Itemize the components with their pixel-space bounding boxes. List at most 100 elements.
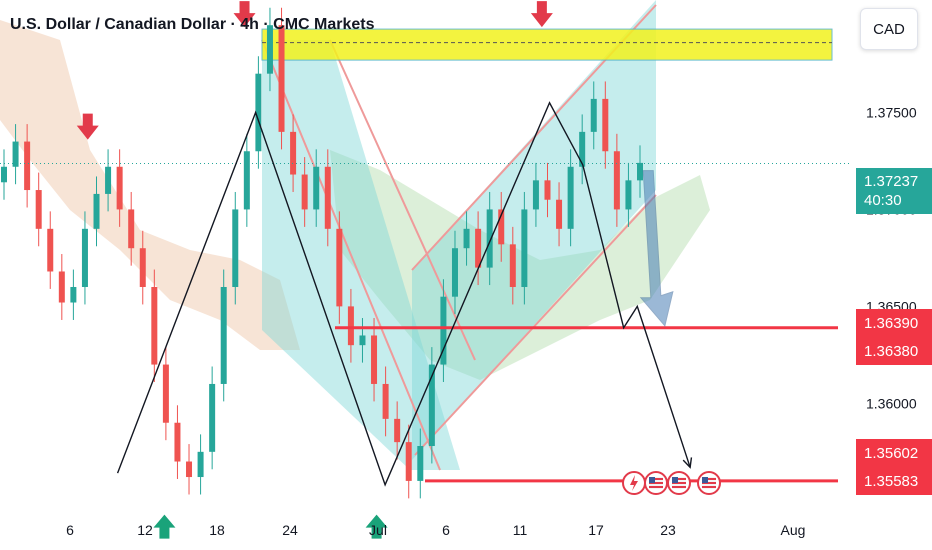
x-tick-label: 11 <box>513 522 528 538</box>
candle-body <box>590 98 597 132</box>
candle-body <box>24 141 31 191</box>
x-tick-label: 6 <box>442 522 450 538</box>
candle-body <box>232 209 239 287</box>
candle-body <box>139 248 146 287</box>
x-axis-labels: 6 12 18 24 Jul 6 11 17 23 Aug <box>66 522 805 538</box>
candle-body <box>105 166 112 194</box>
x-tick-label: 24 <box>282 522 298 538</box>
flag-stripe <box>672 486 686 488</box>
us-flag-event-icon <box>697 471 721 495</box>
candle-body <box>417 446 424 481</box>
up-arrow-marker <box>153 514 176 539</box>
x-tick-label: Jul <box>369 522 387 538</box>
candle-body <box>613 151 620 210</box>
candle-body <box>81 228 88 287</box>
candle-body <box>301 174 308 210</box>
down-arrow-marker <box>530 1 553 28</box>
candle-body <box>197 451 204 478</box>
lightning-event-icon <box>622 471 646 495</box>
channel-line <box>261 39 441 471</box>
flag-canton <box>672 477 678 483</box>
candle-body <box>151 286 158 365</box>
lightning-icon <box>630 475 638 491</box>
channel-line <box>329 39 476 361</box>
candle-body <box>336 228 343 307</box>
cloud-red <box>0 20 300 350</box>
bar-countdown: 40:30 <box>864 192 902 209</box>
last-price-value: 1.37237 <box>864 173 919 190</box>
resistance-zone-layer <box>261 28 833 61</box>
candle-body <box>498 209 505 245</box>
candle-body <box>451 248 458 297</box>
economic-calendar-icons[interactable] <box>622 471 721 495</box>
y-tick-label: 1.36000 <box>866 395 917 411</box>
last-price-tag: 1.37237 40:30 <box>856 168 932 214</box>
candle-body <box>347 306 354 346</box>
currency-button[interactable]: CAD <box>860 8 918 50</box>
zigzag-arrowhead <box>682 457 693 469</box>
candle-body <box>162 364 169 423</box>
price-label-1: 1.36390 <box>856 309 932 337</box>
candle-body <box>255 73 262 152</box>
candle-body <box>579 131 586 167</box>
x-tick-label: 17 <box>588 522 604 538</box>
descending-channel <box>262 40 460 470</box>
candle-body <box>625 180 632 210</box>
us-flag-event-icon <box>644 471 668 495</box>
candle-body <box>521 209 528 287</box>
candle-body <box>290 131 297 175</box>
candle-body <box>405 442 412 481</box>
x-tick-label: 18 <box>209 522 225 538</box>
candle-body <box>209 383 216 452</box>
candle-body <box>128 209 135 249</box>
candle-body <box>313 166 320 210</box>
cloud-layer <box>0 20 710 380</box>
candle-body <box>394 418 401 443</box>
x-tick-label: Aug <box>781 522 806 538</box>
candle-body <box>544 180 551 200</box>
candle-body <box>371 335 378 384</box>
candle-body <box>186 461 193 478</box>
candle-body <box>567 166 574 229</box>
down-arrow-marker <box>76 113 99 140</box>
candle-body <box>220 286 227 384</box>
candle-body <box>509 244 516 287</box>
flag-stripe <box>649 478 663 480</box>
candle-body <box>35 190 42 229</box>
candle-body <box>486 209 493 268</box>
cloud-green <box>330 150 710 380</box>
candle-body <box>556 199 563 229</box>
up-arrow-marker <box>365 514 388 539</box>
flag-stripe <box>672 478 686 480</box>
candle-body <box>266 25 273 74</box>
candle-body <box>324 166 331 229</box>
candle-body <box>58 271 65 303</box>
candle-body <box>440 296 447 365</box>
x-tick-label: 6 <box>66 522 74 538</box>
resistance-zone <box>261 28 833 61</box>
flag-stripe <box>649 482 663 484</box>
us-flag-event-icon <box>667 471 691 495</box>
candle-body <box>382 383 389 419</box>
candle-body <box>93 193 100 229</box>
candle-body <box>70 286 77 303</box>
candle-body <box>359 335 366 346</box>
candle-body <box>1 166 7 183</box>
zigzag-path <box>116 101 691 487</box>
candle-body <box>174 422 181 462</box>
flag-stripe <box>702 482 716 484</box>
chart-title: U.S. Dollar / Canadian Dollar · 4h · CMC… <box>10 16 375 33</box>
candle-body <box>428 364 435 447</box>
down-arrow-marker <box>233 1 256 28</box>
price-label-4: 1.35583 <box>856 467 932 495</box>
flag-stripe <box>649 486 663 488</box>
candle-body <box>602 98 609 152</box>
candle-body <box>463 228 470 249</box>
price-label-3: 1.35602 <box>856 439 932 467</box>
candle-body <box>532 180 539 210</box>
price-label-2: 1.36380 <box>856 337 932 365</box>
candles-layer <box>1 7 643 499</box>
candle-body <box>12 141 19 167</box>
